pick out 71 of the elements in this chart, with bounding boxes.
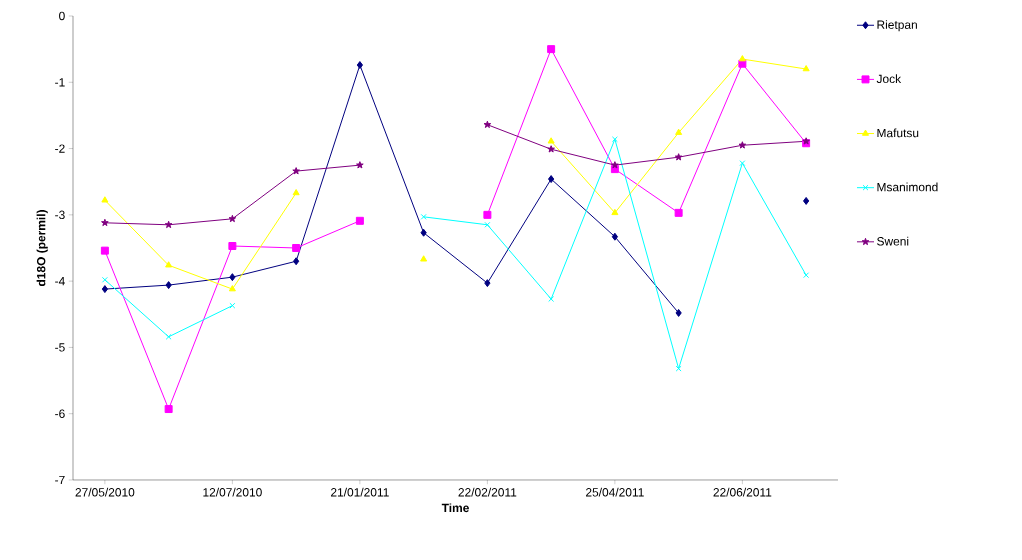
point	[420, 228, 427, 237]
point	[292, 167, 300, 175]
point	[292, 244, 301, 252]
point	[229, 273, 236, 282]
point	[547, 45, 556, 54]
point	[164, 405, 173, 414]
point	[548, 175, 555, 184]
point	[420, 255, 428, 262]
point	[165, 333, 172, 340]
x-tick-label: 27/05/2010	[75, 487, 135, 497]
point	[483, 210, 492, 219]
point	[738, 55, 746, 62]
point	[420, 213, 427, 220]
point	[739, 160, 746, 167]
point	[101, 276, 108, 283]
y-tick-label: 0	[59, 11, 65, 21]
y-tick-label: -5	[55, 343, 65, 352]
point	[229, 302, 236, 309]
legend-label: Sweni	[877, 236, 909, 246]
point	[611, 208, 619, 216]
point	[228, 214, 237, 223]
point	[228, 242, 237, 250]
point	[101, 285, 108, 294]
point	[228, 285, 236, 292]
point	[738, 141, 747, 149]
x-tick-label: 21/01/2011	[331, 487, 389, 497]
point	[483, 120, 492, 129]
legend-label: Jock	[876, 74, 902, 84]
legend-label: Mafutsu	[877, 128, 919, 138]
point	[484, 221, 491, 228]
point	[164, 220, 173, 229]
point	[292, 188, 300, 196]
point	[674, 208, 683, 217]
point	[356, 61, 363, 70]
point	[611, 161, 619, 169]
y-tick-label: -3	[55, 210, 65, 220]
point	[165, 261, 173, 268]
x-tick-label: 12/07/2010	[203, 487, 262, 497]
point	[547, 145, 555, 153]
point	[675, 308, 682, 317]
y-tick-label: -6	[55, 409, 65, 418]
point	[802, 65, 810, 72]
point	[674, 153, 683, 161]
point	[548, 296, 555, 302]
point	[484, 279, 491, 288]
point	[803, 196, 810, 205]
y-axis-title: d18O (permil)	[36, 210, 48, 287]
point	[101, 218, 109, 227]
point	[675, 128, 683, 135]
legend-label: Msanimond	[877, 182, 938, 192]
point	[611, 136, 618, 143]
point	[293, 257, 300, 266]
y-tick-label: -1	[55, 78, 65, 87]
point	[738, 59, 747, 68]
point	[355, 216, 364, 225]
x-tick-label: 25/04/2011	[586, 487, 644, 497]
point	[675, 365, 682, 372]
point	[803, 272, 810, 279]
x-tick-label: 22/02/2011	[458, 487, 517, 497]
point	[547, 137, 555, 144]
y-tick-label: -7	[55, 475, 65, 485]
point	[356, 161, 364, 169]
point	[611, 232, 618, 241]
y-tick-label: -2	[55, 144, 65, 153]
point	[165, 281, 172, 290]
legend-label: Rietpan	[877, 20, 917, 32]
y-tick-label: -4	[55, 277, 65, 286]
x-tick-label: 22/06/2011	[713, 487, 772, 497]
point	[100, 246, 109, 255]
point	[101, 196, 109, 203]
x-axis-title: Time	[441, 503, 469, 513]
